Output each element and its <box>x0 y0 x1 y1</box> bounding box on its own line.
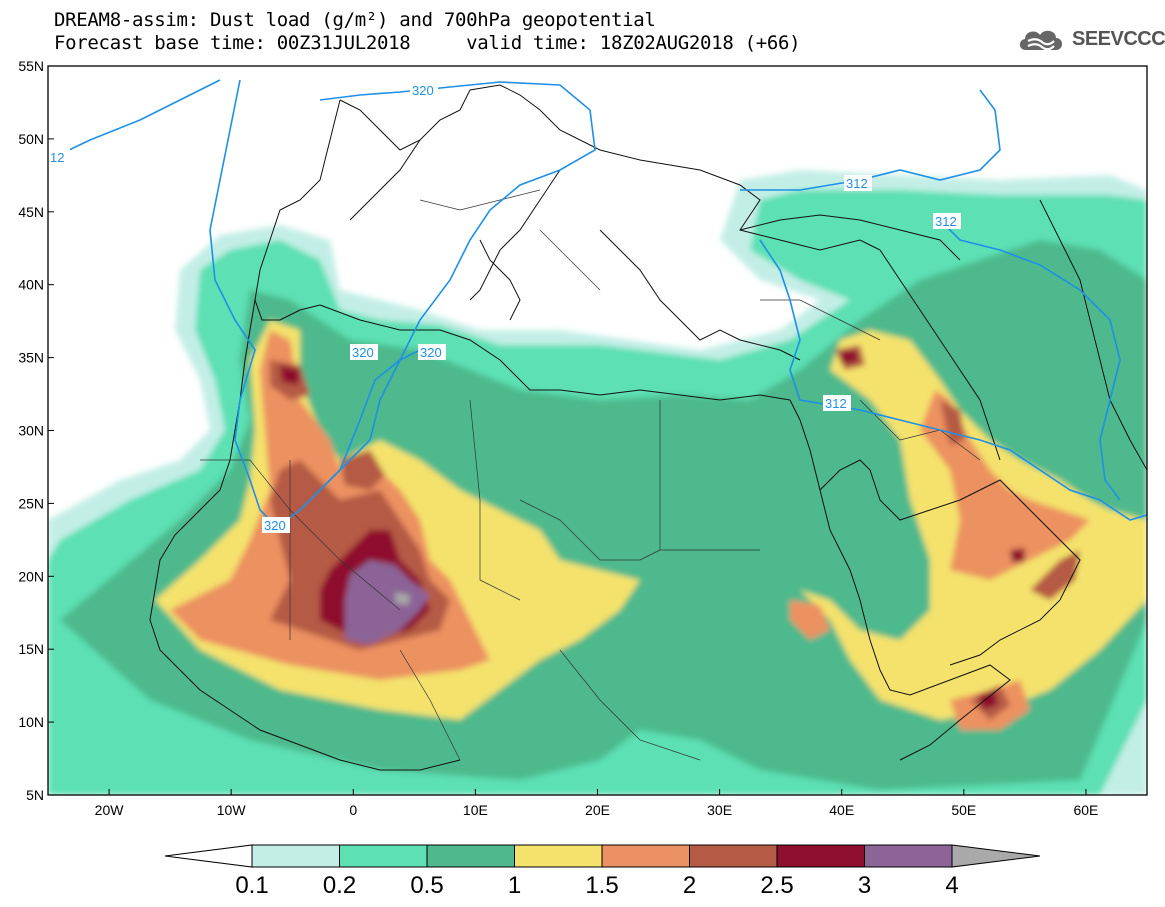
colorbar-segment <box>514 844 603 868</box>
lon-label: 30E <box>707 802 732 818</box>
colorbar-level-label: 3 <box>857 872 872 899</box>
longitude-axis: 20W 10W 0 10E 20E 30E 40E 50E 60E <box>95 789 1098 818</box>
contour-label: 12 <box>50 150 64 165</box>
colorbar-level-label: 0.1 <box>235 872 269 899</box>
seevccc-logo: SEEVCCC <box>1016 26 1165 52</box>
colorbar-level-label: 0.2 <box>322 872 357 899</box>
colorbar-level-label: 1.5 <box>585 872 619 899</box>
lat-label: 15N <box>18 641 44 657</box>
lon-label: 10E <box>463 802 488 818</box>
lon-label: 20W <box>95 802 125 818</box>
colorbar-segment <box>689 844 778 868</box>
colorbar-level-label: 0.5 <box>410 872 444 899</box>
lon-label: 0 <box>349 802 357 818</box>
lon-label: 60E <box>1073 802 1098 818</box>
lat-label: 50N <box>18 131 44 147</box>
latitude-axis: 55N 50N 45N 40N 35N 30N 25N 20N 15N 10N 5N <box>18 58 54 803</box>
lat-label: 30N <box>18 423 44 439</box>
colorbar-level-label: 4 <box>945 872 959 899</box>
map-area: 320 12 320 320 320 312 312 312 <box>48 66 1147 795</box>
lat-label: 25N <box>18 495 44 511</box>
lon-label: 40E <box>829 802 854 818</box>
contour-label: 312 <box>846 176 868 191</box>
lat-label: 20N <box>18 568 44 584</box>
contour-label: 320 <box>264 518 286 533</box>
lat-label: 55N <box>18 58 44 74</box>
coastlines <box>149 84 1147 771</box>
lat-label: 5N <box>26 787 44 803</box>
colorbar-segment <box>776 844 865 868</box>
colorbar-level-label: 2 <box>682 872 697 899</box>
lat-label: 35N <box>18 350 44 366</box>
contour-label: 312 <box>935 214 957 229</box>
lat-label: 10N <box>18 714 44 730</box>
colorbar-upper-arrow <box>951 844 1041 868</box>
contour-label: 312 <box>825 396 847 411</box>
country-borders <box>200 189 981 761</box>
contour-label: 320 <box>420 345 442 360</box>
map-title: DREAM8-assim: Dust load (g/m²) and 700hP… <box>54 9 656 31</box>
lon-label: 50E <box>951 802 976 818</box>
logo-text: SEEVCCC <box>1072 27 1165 50</box>
contour-label: 320 <box>412 83 434 98</box>
colorbar-segment <box>601 844 690 868</box>
colorbar-segment <box>251 844 340 868</box>
colorbar-segment <box>339 844 428 868</box>
cloud-icon <box>1019 30 1062 51</box>
dust-load-field <box>48 170 1147 795</box>
colorbar-segment <box>426 844 515 868</box>
colorbar-level-label: 2.5 <box>760 872 794 899</box>
forecast-time-subtitle: Forecast base time: 00Z31JUL2018 valid t… <box>54 32 801 54</box>
colorbar-segment <box>864 844 953 868</box>
colorbar-level-label: 1 <box>507 872 522 899</box>
geopotential-contours <box>48 79 1147 526</box>
contour-labels: 320 12 320 320 320 312 312 312 <box>48 82 961 533</box>
colorbar-lower-arrow <box>164 844 253 868</box>
lat-label: 45N <box>18 204 44 220</box>
contour-label: 320 <box>352 345 374 360</box>
lon-label: 20E <box>585 802 610 818</box>
lon-label: 10W <box>217 802 247 818</box>
lat-label: 40N <box>18 277 44 293</box>
colorbar <box>164 844 1041 868</box>
